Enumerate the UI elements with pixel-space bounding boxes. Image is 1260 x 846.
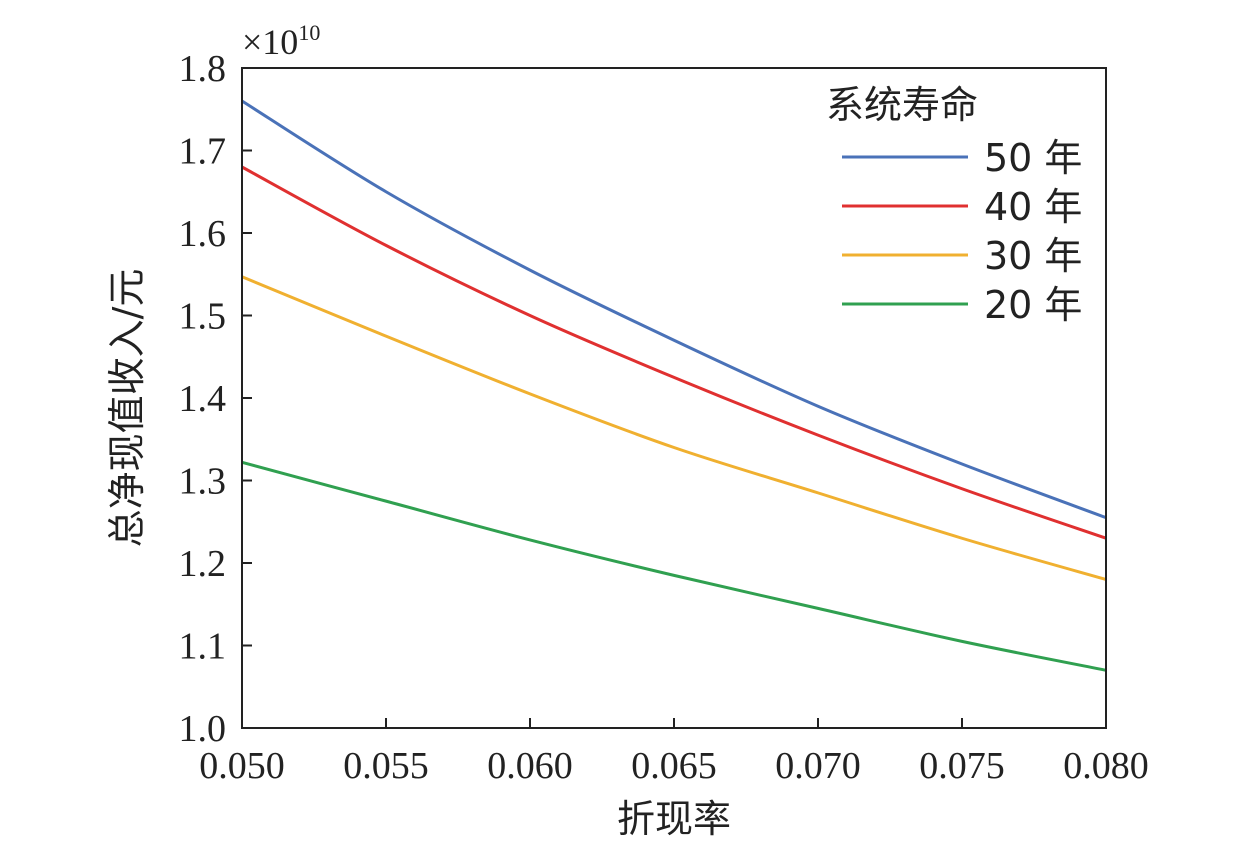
y-tick-label: 1.6 xyxy=(179,213,227,255)
series-line xyxy=(241,460,1107,672)
x-tick-label: 0.080 xyxy=(1063,745,1149,787)
x-tick-label: 0.075 xyxy=(919,745,1005,787)
legend-entry-label: 50 年 xyxy=(984,136,1082,180)
y-tick-label: 1.1 xyxy=(179,626,227,668)
x-tick-label: 0.055 xyxy=(343,745,429,787)
series-line xyxy=(241,275,1107,581)
y-scale-base: ×10 xyxy=(242,22,298,62)
series-layer xyxy=(241,99,1107,672)
y-tick-label: 1.4 xyxy=(179,378,227,420)
legend: 系统寿命 50 年 40 年 30 年 20 年 xyxy=(826,83,1082,327)
series-line xyxy=(241,99,1107,520)
x-tick-label: 0.065 xyxy=(631,745,717,787)
y-tick-label: 1.8 xyxy=(179,48,227,90)
legend-entry-label: 40 年 xyxy=(984,185,1082,229)
x-axis-title: 折现率 xyxy=(617,797,731,841)
y-scale-note: ×1010 xyxy=(242,20,320,62)
legend-entry-label: 20 年 xyxy=(984,283,1082,327)
y-tick-label: 1.2 xyxy=(179,543,227,585)
y-tick-label: 1.7 xyxy=(179,131,227,173)
tick-layer: 0.050 0.055 0.060 0.065 0.070 0.075 0.080 1.0 1.… xyxy=(179,48,1149,787)
y-tick-label: 1.0 xyxy=(179,708,227,750)
x-tick-label: 0.050 xyxy=(199,745,285,787)
y-tick-label: 1.5 xyxy=(179,296,227,338)
y-scale-exponent: 10 xyxy=(298,20,320,45)
x-tick-label: 0.060 xyxy=(487,745,573,787)
series-line xyxy=(241,165,1107,540)
legend-title: 系统寿命 xyxy=(826,83,978,127)
legend-entry-label: 30 年 xyxy=(984,234,1082,278)
x-tick-label: 0.070 xyxy=(775,745,861,787)
y-axis-title: 总净现值收入/元 xyxy=(105,269,149,548)
y-tick-label: 1.3 xyxy=(179,461,227,503)
